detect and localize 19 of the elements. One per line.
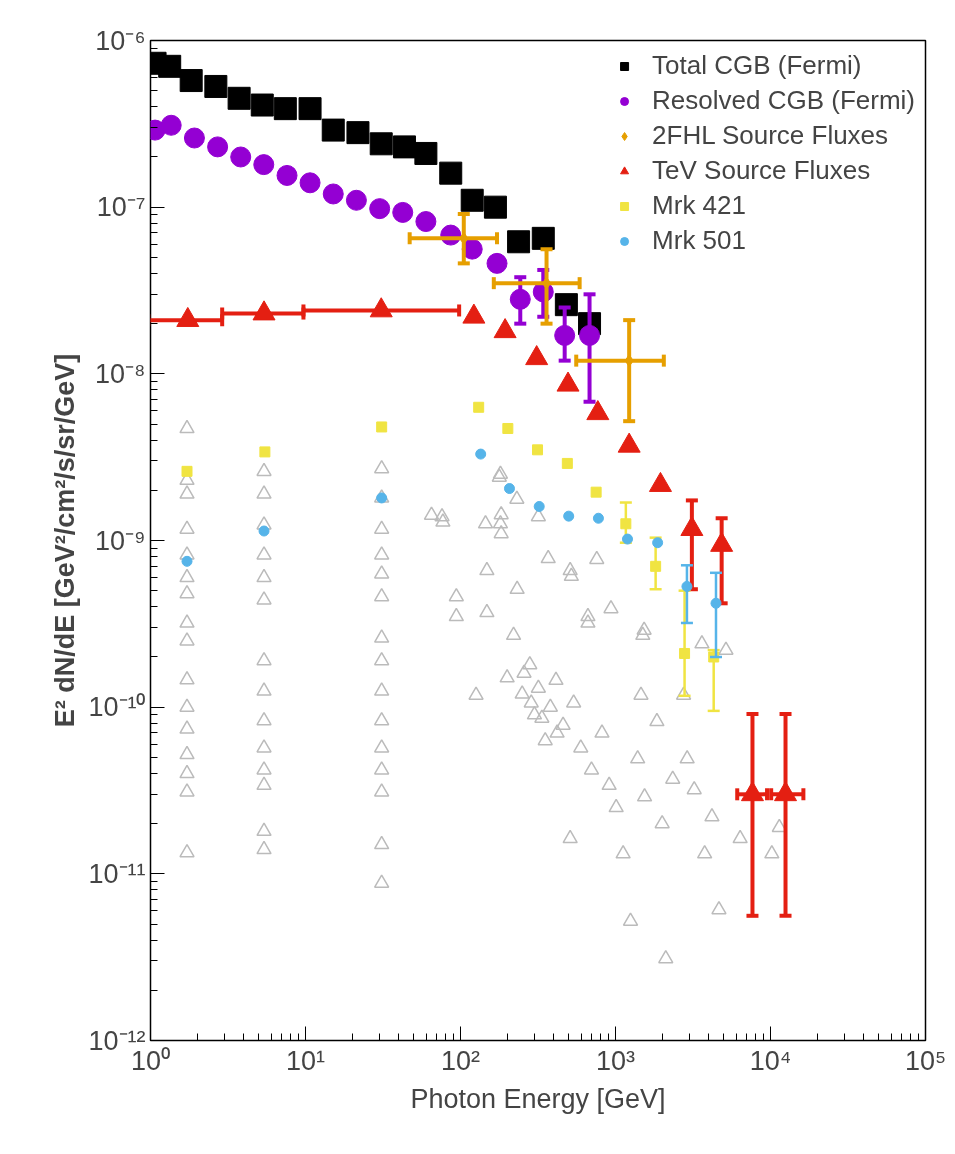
x-tick-label: 10²: [440, 1045, 481, 1076]
y-tick-label: 10⁻⁹: [94, 525, 146, 556]
y-tick-label: 10⁻¹¹: [88, 858, 146, 889]
y-tick-label: 10⁻⁶: [95, 25, 146, 56]
y-tick-label: 10⁻⁸: [95, 358, 146, 389]
legend-label: Mrk 501: [652, 225, 746, 256]
y-tick-label: 10⁻¹⁰: [88, 692, 146, 723]
legend-label: Total CGB (Fermi): [652, 50, 862, 81]
legend-label: 2FHL Source Fluxes: [652, 120, 889, 151]
legend-label: Resolved CGB (Fermi): [652, 85, 915, 116]
x-tick-label: 10⁵: [904, 1045, 947, 1076]
x-tick-label: 10⁴: [749, 1045, 792, 1076]
y-axis-title: E² dN/dE [GeV²/cm²/s/sr/GeV]: [50, 353, 81, 728]
x-axis-title: Photon Energy [GeV]: [410, 1083, 666, 1114]
legend-label: TeV Source Fluxes: [652, 155, 871, 186]
y-tick-label: 10⁻⁷: [96, 192, 146, 223]
x-tick-label: 10³: [595, 1045, 636, 1076]
x-tick-label: 10¹: [285, 1045, 326, 1076]
legend-label: Mrk 421: [652, 190, 746, 221]
